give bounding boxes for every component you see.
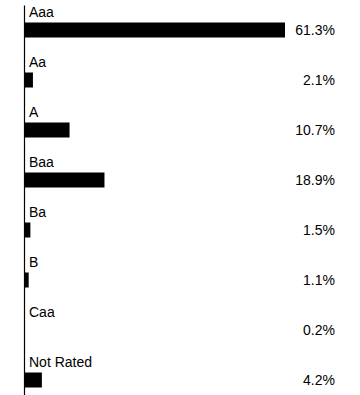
data-label: 0.2% [303, 322, 335, 338]
category-label: B [29, 254, 38, 270]
bar [24, 173, 104, 188]
axis-line [24, 6, 25, 395]
labels: Aaa Aa A Baa Ba B Caa Not Rated 61.3% 2.1% 10.7% 18… [29, 4, 335, 389]
category-label: A [29, 104, 39, 120]
bar [24, 373, 42, 388]
data-label: 4.2% [303, 372, 335, 388]
category-label: Baa [29, 154, 54, 170]
bar [24, 73, 33, 88]
category-label: Not Rated [29, 354, 92, 370]
bar [24, 223, 30, 238]
category-label: Aaa [29, 4, 54, 20]
chart: Aaa Aa A Baa Ba B Caa Not Rated 61.3% 2.1% 10.7% 18… [0, 0, 360, 395]
data-label: 2.1% [303, 72, 335, 88]
y-axis [24, 6, 25, 395]
data-label: 1.1% [303, 272, 335, 288]
data-label: 18.9% [295, 172, 335, 188]
bar [24, 23, 285, 38]
bar [24, 123, 70, 138]
data-label: 1.5% [303, 222, 335, 238]
bar [24, 273, 29, 288]
data-label: 10.7% [295, 122, 335, 138]
bars [24, 23, 285, 388]
category-label: Aa [29, 54, 46, 70]
category-label: Ba [29, 204, 46, 220]
bar [24, 323, 25, 338]
data-label: 61.3% [295, 22, 335, 38]
category-label: Caa [29, 304, 55, 320]
